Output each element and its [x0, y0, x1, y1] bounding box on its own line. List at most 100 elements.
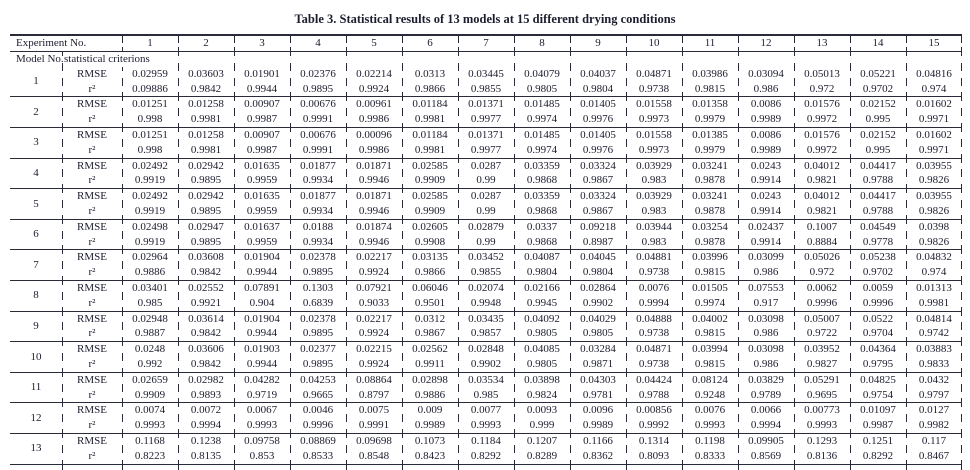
- value-cell: 0.9945: [514, 296, 570, 311]
- value-cell: 0.9993: [682, 418, 738, 433]
- value-cell: 0.9788: [850, 173, 906, 188]
- value-cell: 0.995: [850, 143, 906, 158]
- value-cell: 0.04085: [514, 342, 570, 357]
- value-cell: 0.02942: [178, 158, 234, 173]
- value-cell: 0.9895: [290, 82, 346, 97]
- value-cell: 0.8289: [514, 449, 570, 464]
- empty-cell: [514, 52, 570, 67]
- value-cell: 0.05238: [850, 250, 906, 265]
- experiment-col-header: 2: [178, 35, 234, 52]
- value-cell: 0.04282: [234, 372, 290, 387]
- value-cell: 0.01485: [514, 97, 570, 112]
- value-cell: 0.9934: [290, 173, 346, 188]
- value-cell: 0.99: [458, 173, 514, 188]
- value-cell: 0.02217: [346, 311, 402, 326]
- value-cell: 0.9878: [682, 235, 738, 250]
- value-cell: 0.8333: [682, 449, 738, 464]
- value-cell: 0.02492: [122, 189, 178, 204]
- value-cell: 0.9987: [234, 143, 290, 158]
- value-cell: 0.9781: [570, 388, 626, 403]
- value-cell: 0.8548: [346, 449, 402, 464]
- value-cell: 0.03359: [514, 189, 570, 204]
- value-cell: 0.05007: [794, 311, 850, 326]
- value-cell: 0.9994: [178, 418, 234, 433]
- empty-cell: [178, 464, 234, 470]
- value-cell: 0.02964: [122, 250, 178, 265]
- value-cell: 0.9979: [682, 112, 738, 127]
- value-cell: 0.03401: [122, 280, 178, 295]
- empty-cell: [570, 464, 626, 470]
- value-cell: 0.0337: [514, 219, 570, 234]
- value-cell: 0.1073: [402, 433, 458, 448]
- value-cell: 0.00961: [346, 97, 402, 112]
- value-cell: 0.9821: [794, 173, 850, 188]
- empty-cell: [794, 464, 850, 470]
- value-cell: 0.1168: [122, 433, 178, 448]
- value-cell: 0.9976: [570, 112, 626, 127]
- value-cell: 0.01405: [570, 127, 626, 142]
- value-cell: 0.9702: [850, 82, 906, 97]
- value-cell: 0.9908: [402, 235, 458, 250]
- value-cell: 0.02948: [122, 311, 178, 326]
- empty-cell: [738, 464, 794, 470]
- value-cell: 0.00907: [234, 97, 290, 112]
- value-cell: 0.0062: [794, 280, 850, 295]
- value-cell: 0.03094: [738, 67, 794, 82]
- value-cell: 0.01904: [234, 250, 290, 265]
- value-cell: 0.01184: [402, 127, 458, 142]
- value-cell: 0.01558: [626, 97, 682, 112]
- value-cell: 0.0072: [178, 403, 234, 418]
- value-cell: 0.03452: [458, 250, 514, 265]
- value-cell: 0.9501: [402, 296, 458, 311]
- model-no-label: Model No.: [10, 52, 62, 67]
- value-cell: 0.01251: [122, 97, 178, 112]
- value-cell: 0.99: [458, 204, 514, 219]
- value-cell: 0.9738: [626, 265, 682, 280]
- value-cell: 0.9868: [514, 204, 570, 219]
- value-cell: 0.03994: [682, 342, 738, 357]
- criterion-label-r2: r²: [62, 143, 122, 158]
- value-cell: 0.9981: [178, 112, 234, 127]
- value-cell: 0.04871: [626, 342, 682, 357]
- value-cell: 0.02659: [122, 372, 178, 387]
- value-cell: 0.9914: [738, 204, 794, 219]
- value-cell: 0.05291: [794, 372, 850, 387]
- value-cell: 0.983: [626, 235, 682, 250]
- value-cell: 0.9909: [402, 204, 458, 219]
- value-cell: 0.8884: [794, 235, 850, 250]
- value-cell: 0.9987: [850, 418, 906, 433]
- experiment-col-header: 6: [402, 35, 458, 52]
- value-cell: 0.01635: [234, 158, 290, 173]
- value-cell: 0.1198: [682, 433, 738, 448]
- empty-cell: [906, 464, 962, 470]
- value-cell: 0.01358: [682, 97, 738, 112]
- value-cell: 0.1166: [570, 433, 626, 448]
- value-cell: 0.009: [402, 403, 458, 418]
- value-cell: 0.853: [234, 449, 290, 464]
- criterion-label-rmse: RMSE: [62, 280, 122, 295]
- value-cell: 0.1303: [290, 280, 346, 295]
- value-cell: 0.9738: [626, 357, 682, 372]
- value-cell: 0.9738: [626, 82, 682, 97]
- criterion-label-rmse: RMSE: [62, 127, 122, 142]
- value-cell: 0.04549: [850, 219, 906, 234]
- value-cell: 0.9815: [682, 326, 738, 341]
- value-cell: 0.9902: [458, 357, 514, 372]
- value-cell: 0.9974: [514, 143, 570, 158]
- empty-cell: [290, 464, 346, 470]
- value-cell: 0.0066: [738, 403, 794, 418]
- value-cell: 0.9946: [346, 173, 402, 188]
- value-cell: 0.9909: [402, 173, 458, 188]
- experiment-col-header: 15: [906, 35, 962, 52]
- bottom-tick-row: [10, 464, 962, 470]
- value-cell: 0.9886: [402, 388, 458, 403]
